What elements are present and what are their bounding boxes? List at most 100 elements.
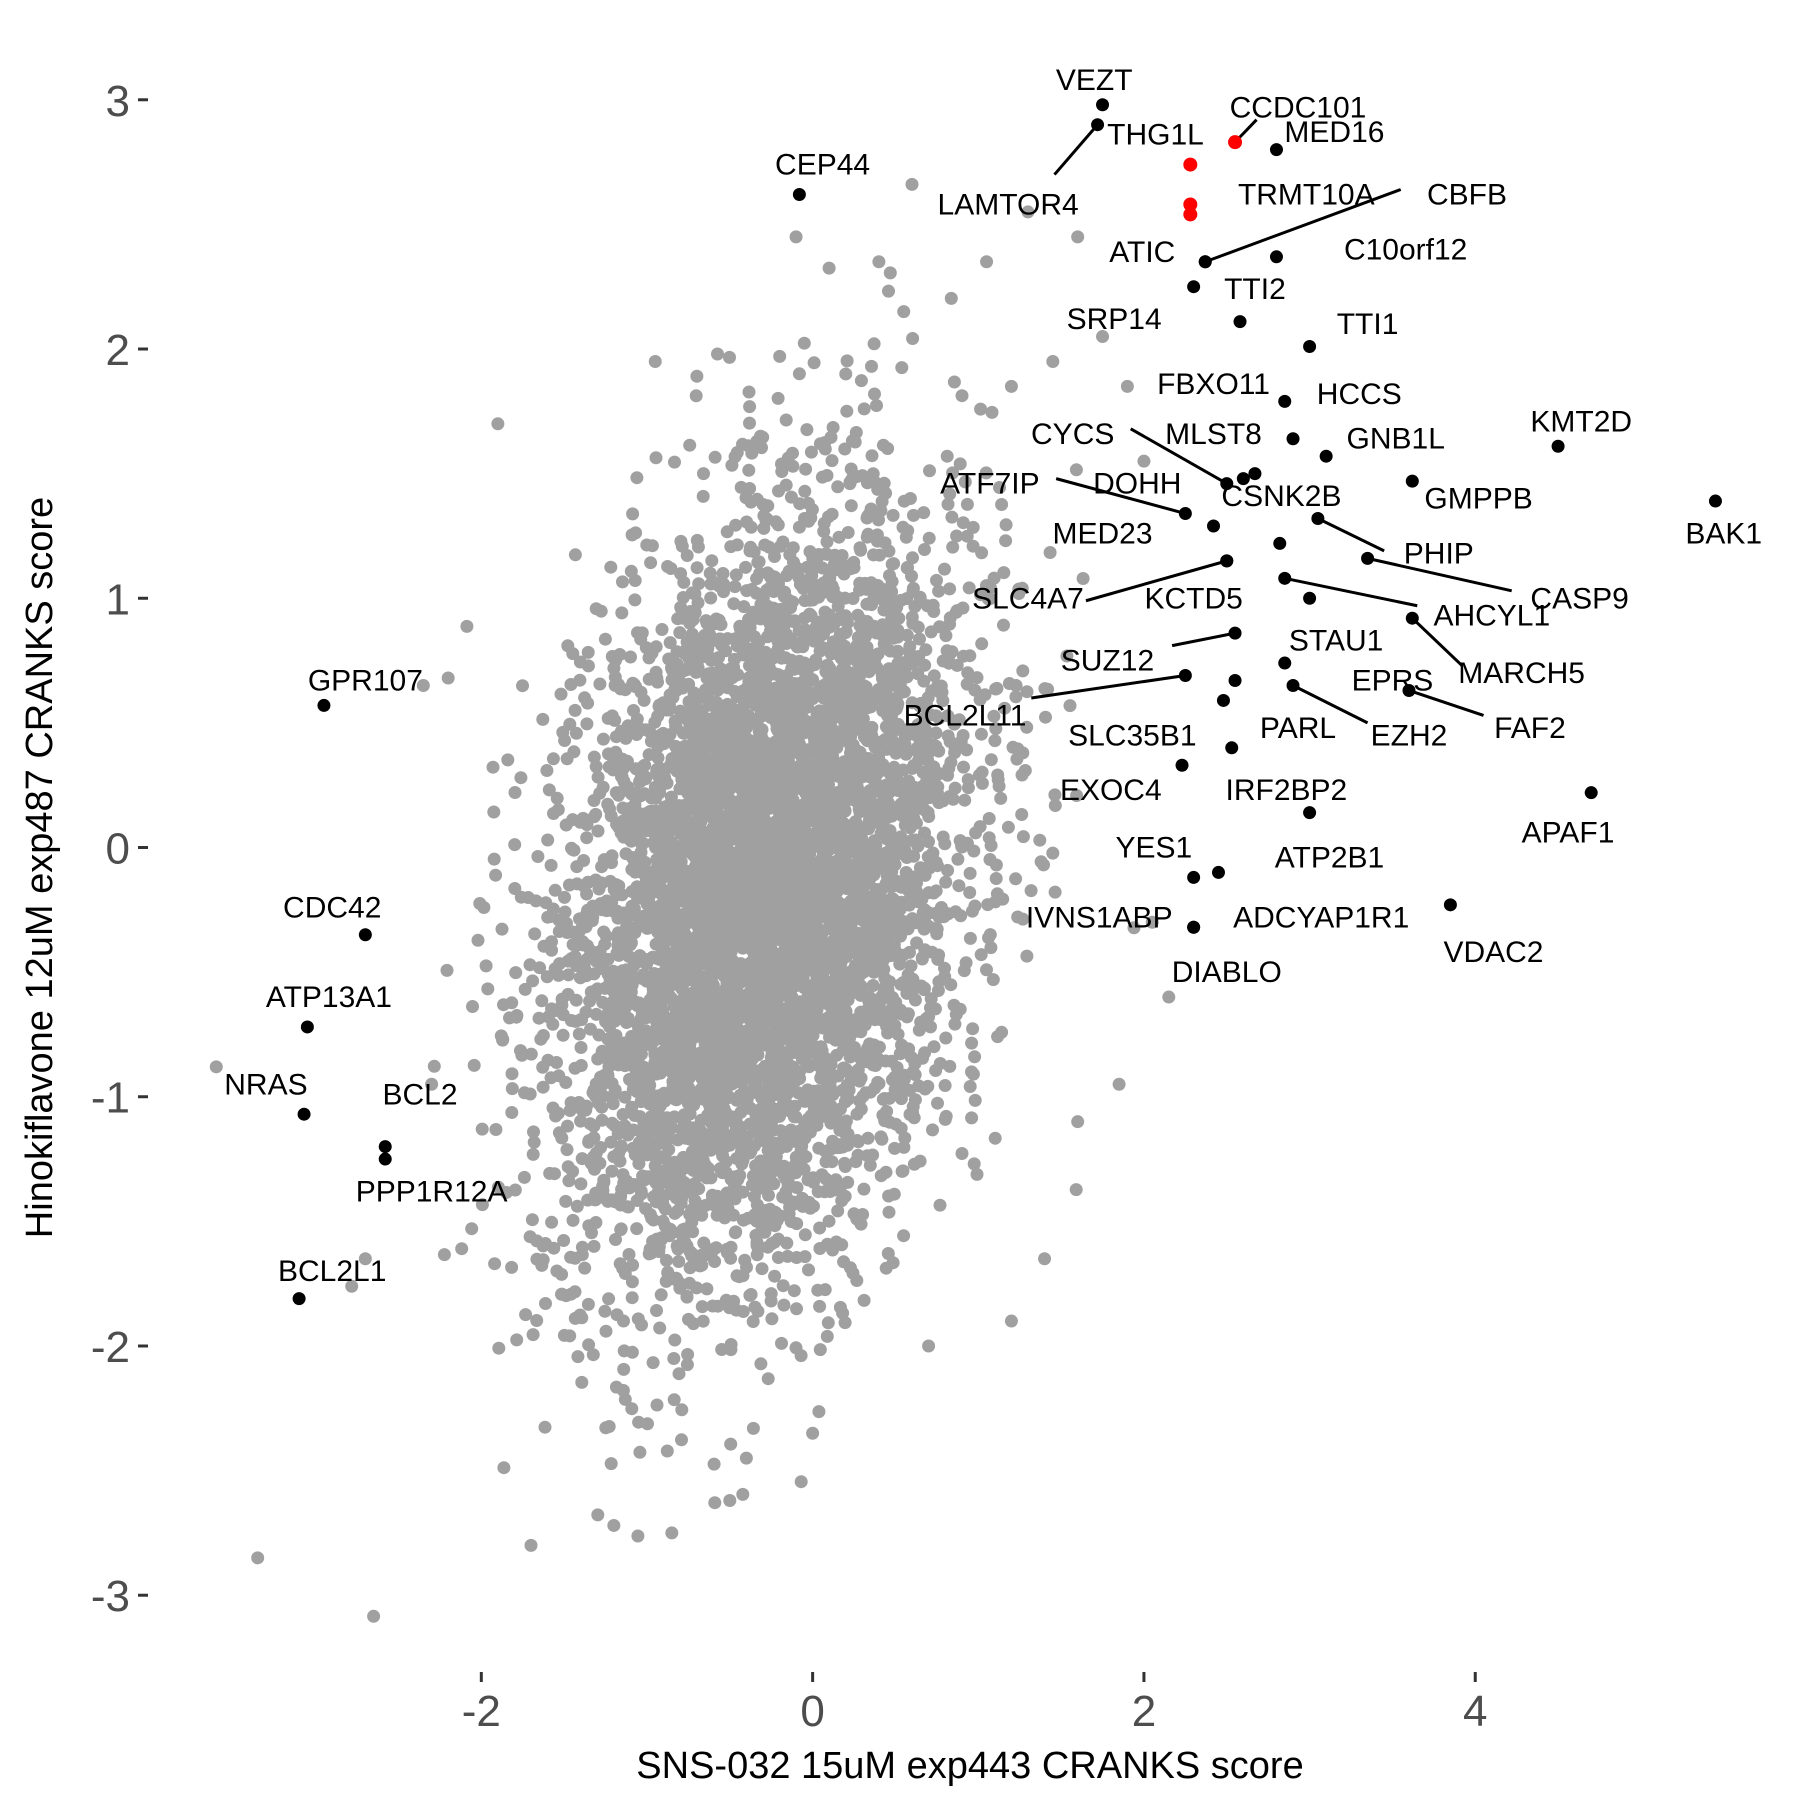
background-point [975, 765, 989, 779]
background-point [561, 968, 575, 982]
background-point [997, 618, 1010, 632]
background-point [597, 925, 611, 939]
background-point [948, 1017, 962, 1031]
background-point [516, 679, 529, 693]
background-point [1020, 720, 1034, 734]
background-point [776, 705, 790, 719]
background-point [831, 480, 845, 494]
background-point [685, 1249, 699, 1263]
background-point [915, 780, 929, 794]
background-point [891, 623, 905, 637]
background-point [689, 1030, 703, 1044]
background-point [802, 1263, 815, 1277]
background-point [941, 497, 955, 511]
background-point [965, 1111, 979, 1125]
background-point [1020, 685, 1034, 699]
background-point [974, 402, 988, 416]
background-point [618, 1392, 632, 1406]
background-point [773, 349, 787, 363]
background-point [1001, 820, 1015, 834]
background-point [608, 713, 622, 727]
background-point [617, 1314, 630, 1328]
background-point [792, 571, 806, 584]
background-point [1024, 884, 1038, 898]
background-point [1069, 463, 1083, 477]
background-point [907, 508, 920, 522]
background-point [899, 530, 913, 544]
background-point [572, 1027, 586, 1041]
background-point [619, 847, 633, 861]
background-point [742, 385, 756, 399]
background-point [899, 747, 913, 761]
background-point [917, 506, 931, 520]
background-point [740, 515, 754, 529]
background-point [966, 1022, 980, 1036]
background-point [668, 1092, 682, 1106]
background-point [994, 791, 1008, 805]
background-point [946, 540, 960, 554]
background-point [509, 966, 523, 980]
background-point [575, 1152, 589, 1166]
background-point [761, 499, 775, 513]
background-point [675, 1433, 688, 1447]
background-point [833, 733, 847, 747]
background-point [561, 639, 575, 653]
background-point [508, 1183, 522, 1197]
background-point [929, 739, 943, 753]
background-point [927, 669, 941, 683]
background-point [883, 714, 897, 728]
background-point [694, 814, 708, 828]
background-point [589, 1007, 603, 1021]
background-point [688, 1177, 701, 1191]
background-point [755, 666, 768, 680]
background-point [746, 1421, 760, 1435]
background-point [966, 539, 980, 553]
background-point [632, 996, 646, 1010]
background-point [558, 890, 571, 904]
background-point [945, 510, 959, 524]
background-point [724, 794, 738, 808]
background-point [605, 1077, 619, 1090]
background-point [508, 882, 522, 895]
background-point [792, 367, 806, 381]
background-point [526, 1328, 540, 1342]
background-point [761, 1372, 775, 1386]
background-point [838, 803, 852, 817]
background-point [588, 1162, 601, 1176]
background-point [980, 963, 993, 977]
background-point [864, 502, 878, 516]
background-point [427, 1059, 441, 1073]
background-point [940, 449, 954, 463]
background-point [849, 815, 863, 829]
background-point [589, 1146, 603, 1160]
background-point [728, 580, 742, 594]
background-point [613, 1257, 627, 1271]
background-point [979, 466, 993, 480]
background-point [968, 1093, 982, 1107]
background-point [489, 868, 503, 882]
background-point [630, 471, 644, 485]
background-point [724, 1240, 738, 1254]
background-point [581, 1297, 595, 1311]
background-point [460, 619, 474, 633]
background-point [639, 641, 653, 655]
background-point [765, 1312, 779, 1326]
background-point [914, 1015, 928, 1029]
background-point [879, 931, 893, 945]
background-point [793, 497, 807, 511]
background-point [739, 560, 753, 574]
background-point [557, 1234, 571, 1247]
background-point [672, 1255, 686, 1268]
background-point [750, 492, 764, 506]
background-point [967, 1157, 981, 1171]
background-point [595, 1113, 609, 1127]
background-point [926, 1123, 939, 1137]
background-point [546, 752, 560, 766]
background-point [633, 1445, 647, 1459]
background-point [552, 925, 566, 938]
background-point [730, 1269, 744, 1283]
background-point [667, 894, 681, 908]
background-point [822, 1214, 836, 1228]
background-point [850, 1134, 864, 1147]
background-point [840, 354, 854, 368]
